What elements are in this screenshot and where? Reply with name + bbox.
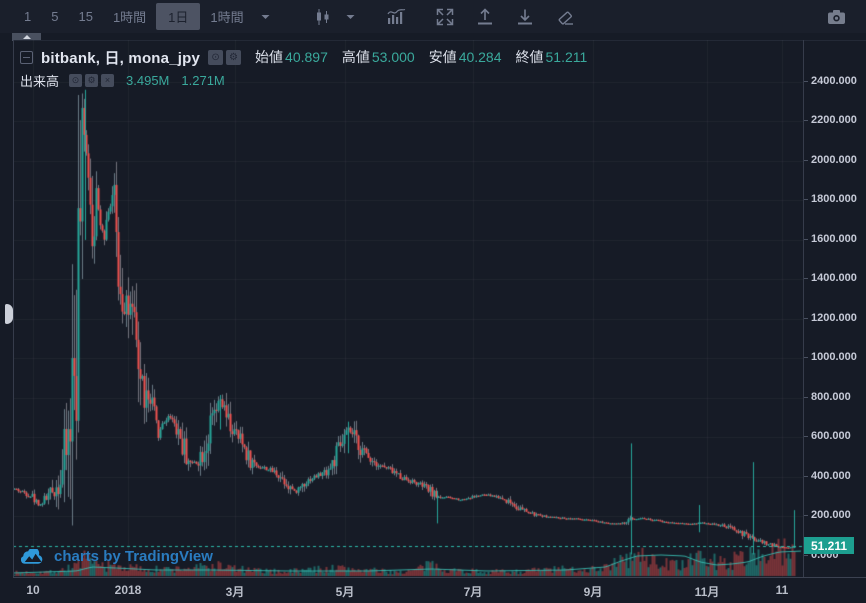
close-value: 51.211 <box>545 49 588 65</box>
price-axis-tick: 2200.000 <box>804 114 857 127</box>
series-eye-icon[interactable]: ⊙ <box>208 49 224 65</box>
interval-button-1d-selected[interactable]: 1日 <box>156 3 201 30</box>
price-axis-tick: 400.000 <box>804 469 851 482</box>
watermark-text[interactable]: charts by TradingView <box>54 548 213 565</box>
price-axis-tick: 200.000 <box>804 509 851 522</box>
low-label: 安値 <box>428 49 457 65</box>
symbol-title[interactable]: bitbank, 日, mona_jpy <box>41 49 201 67</box>
volume-eye-icon[interactable]: ⊙ <box>69 73 83 87</box>
tradingview-attribution[interactable]: charts by TradingView <box>21 548 213 565</box>
plot-frame-bottom <box>13 577 866 578</box>
fullscreen-icon[interactable] <box>428 3 462 30</box>
interval-button-5[interactable]: 5 <box>41 3 68 30</box>
interval-button-1[interactable]: 1 <box>14 3 41 30</box>
tradingview-logo-icon <box>21 548 43 564</box>
interval-button-15[interactable]: 15 <box>68 3 102 30</box>
price-badge: 51.211 <box>804 537 854 555</box>
price-axis-tick: 600.000 <box>804 430 851 443</box>
low-value: 40.284 <box>458 49 502 65</box>
drawing-toolbar-collapse-handle[interactable] <box>5 304 13 324</box>
price-axis-tick: 1000.000 <box>804 351 857 364</box>
volume-ma-value: 1.271M <box>181 72 225 88</box>
symbol-legend: bitbank, 日, mona_jpy ⊙ ⚙ 始値 40.897 高値 53.0… <box>20 47 587 89</box>
time-axis-tick: 9月 <box>583 585 603 599</box>
close-label: 終値 <box>515 49 544 65</box>
indicators-icon[interactable] <box>379 3 414 30</box>
time-axis[interactable]: 10 2018 3月 5月 7月 9月 11月 11 <box>0 578 866 603</box>
price-axis[interactable]: 51.211 2400.000 2200.000 2000.000 1800.000 1… <box>803 0 866 603</box>
chart-style-candles-icon[interactable] <box>306 3 339 30</box>
remove-drawings-eraser-icon[interactable] <box>548 3 583 30</box>
price-axis-tick: 2000.000 <box>804 153 857 166</box>
snapshot-camera-icon[interactable] <box>819 3 854 30</box>
ohlc-row: bitbank, 日, mona_jpy ⊙ ⚙ 始値 40.897 高値 53.0… <box>20 47 587 67</box>
price-axis-tick: 1600.000 <box>804 232 857 245</box>
legend-collapse-icon[interactable] <box>20 50 33 64</box>
save-layout-icon[interactable] <box>508 3 542 30</box>
volume-settings-gear-icon[interactable]: ⚙ <box>85 73 99 87</box>
interval-button-1h-2[interactable]: 1時間 <box>200 3 253 30</box>
volume-row: 出来高 ⊙ ⚙ × 3.495M 1.271M <box>20 71 587 89</box>
minus-glyph <box>23 56 30 58</box>
time-axis-tick: 7月 <box>463 585 483 599</box>
chart-style-dropdown-caret-icon[interactable] <box>340 3 361 30</box>
open-value: 40.897 <box>285 49 328 65</box>
interval-button-1h[interactable]: 1時間 <box>103 3 156 30</box>
interval-dropdown-caret-icon[interactable] <box>255 3 276 30</box>
price-axis-tick: 1200.000 <box>804 311 857 324</box>
volume-value: 3.495M <box>126 72 170 88</box>
plot-frame-left <box>13 40 14 577</box>
favorites-flyout[interactable] <box>12 33 41 41</box>
plot-frame-right <box>803 40 804 577</box>
time-axis-tick: 10 <box>26 583 40 597</box>
time-axis-tick: 5月 <box>335 585 355 599</box>
price-axis-tick: 1800.000 <box>804 193 857 206</box>
series-settings-gear-icon[interactable]: ⚙ <box>226 49 242 65</box>
price-axis-tick: 800.000 <box>804 390 851 403</box>
time-axis-tick: 11月 <box>694 585 720 599</box>
price-axis-tick: 2400.000 <box>804 74 857 87</box>
load-layout-icon[interactable] <box>468 3 502 30</box>
time-axis-tick: 3月 <box>225 585 245 599</box>
volume-label[interactable]: 出来高 <box>20 73 60 89</box>
time-axis-tick: 2018 <box>114 583 142 597</box>
flyout-up-arrow-icon <box>22 35 31 39</box>
high-value: 53.000 <box>371 49 415 65</box>
high-label: 高値 <box>341 49 370 65</box>
price-chart-canvas[interactable] <box>13 40 803 577</box>
time-axis-tick: 11 <box>775 583 789 597</box>
volume-close-icon[interactable]: × <box>101 73 115 87</box>
open-label: 始値 <box>255 49 284 65</box>
top-toolbar: 1 5 15 1時間 1日 1時間 <box>0 0 866 33</box>
price-axis-tick: 1400.000 <box>804 272 857 285</box>
